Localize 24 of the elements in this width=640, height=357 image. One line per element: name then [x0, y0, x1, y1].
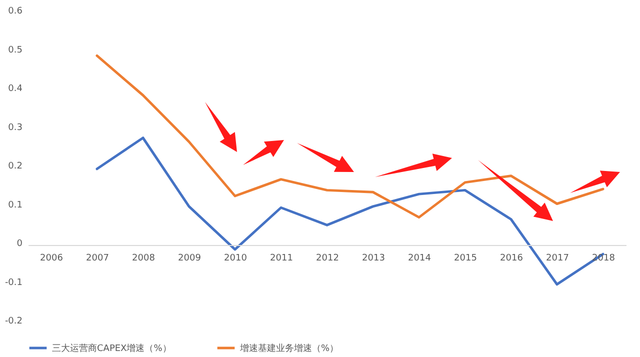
legend-label: 增速基建业务增速（%）	[239, 343, 339, 354]
x-tick-label: 2012	[316, 254, 339, 264]
y-tick-label: 0.6	[8, 6, 23, 16]
y-tick-label: 0.3	[8, 122, 22, 133]
x-tick-label: 2017	[546, 254, 569, 264]
x-tick-label: 2009	[178, 254, 202, 264]
x-tick-label: 2007	[86, 254, 109, 264]
x-tick-label: 2013	[362, 254, 385, 264]
legend-label: 三大运营商CAPEX增速（%）	[52, 343, 172, 354]
y-tick-label: -0.1	[4, 278, 22, 288]
x-tick-label: 2015	[454, 254, 477, 264]
y-tick-label: 0.2	[8, 162, 22, 172]
y-tick-label: 0.4	[8, 84, 23, 94]
x-tick-label: 2011	[270, 254, 293, 264]
line-series	[96, 54, 604, 219]
x-tick-label: 2006	[40, 254, 64, 264]
x-tick-label: 2014	[408, 254, 432, 264]
x-tick-label: 2008	[132, 254, 156, 264]
y-tick-label: 0.1	[8, 200, 22, 210]
y-tick-label: -0.2	[4, 316, 22, 326]
x-tick-label: 2016	[500, 254, 524, 264]
x-tick-label: 2010	[224, 254, 248, 264]
y-tick-label: 0.5	[8, 45, 22, 56]
y-tick-label: 0	[16, 239, 23, 249]
